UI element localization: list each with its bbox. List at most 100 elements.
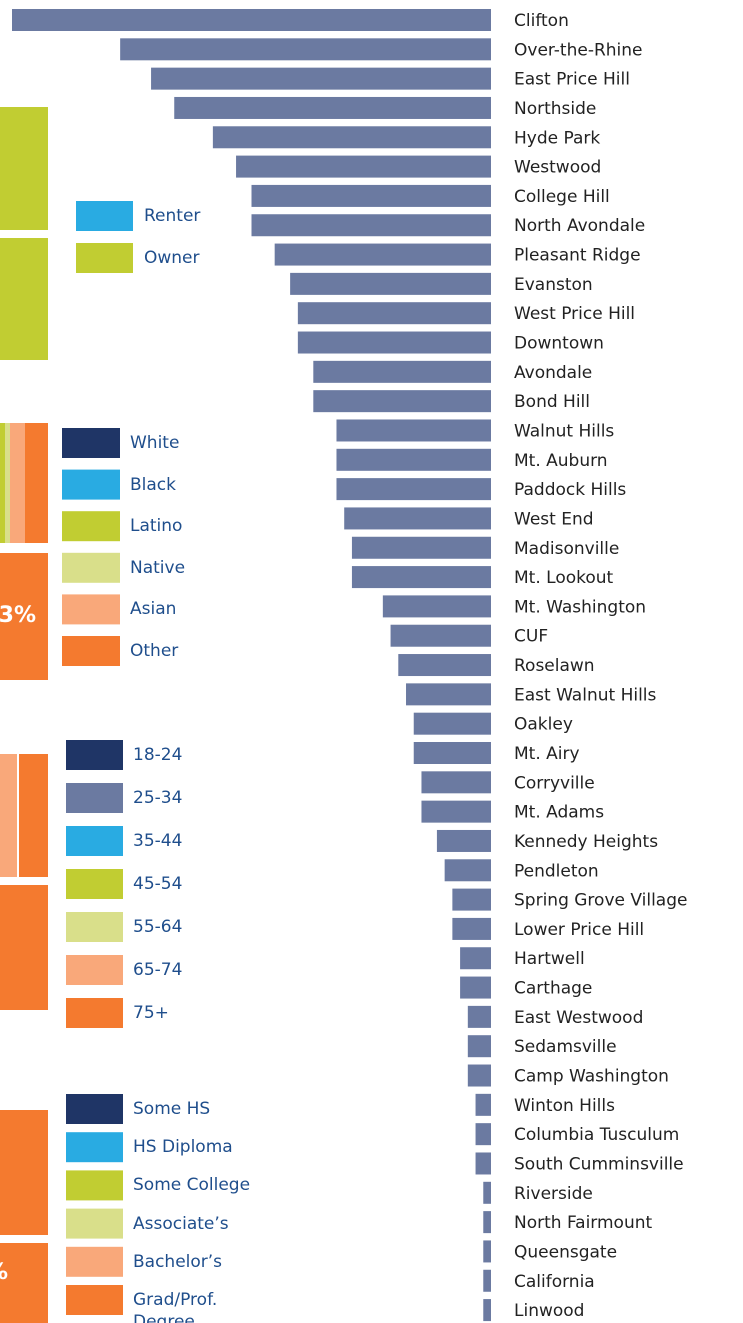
bar [212, 126, 491, 149]
category-label: Evanston [514, 275, 593, 295]
bar [483, 1181, 491, 1204]
category-label: Oakley [514, 715, 573, 735]
category-label: Carthage [514, 979, 592, 999]
bar [483, 1269, 491, 1292]
category-label: CUF [514, 627, 548, 647]
stack-fragment [0, 107, 48, 230]
category-label: Pendleton [514, 861, 599, 881]
bar [467, 1035, 491, 1058]
category-label: Kennedy Heights [514, 832, 658, 852]
category-label: Walnut Hills [514, 421, 614, 441]
bar [12, 9, 491, 31]
category-label: West End [514, 509, 594, 529]
category-label: Northside [514, 99, 596, 119]
bar [120, 38, 492, 61]
stack-fragment [0, 1110, 48, 1235]
category-label: East Price Hill [514, 70, 630, 90]
legend-swatch [66, 1208, 123, 1239]
bar [251, 214, 491, 237]
legend-label: 55-64 [133, 917, 183, 937]
stack-fragment [5, 423, 10, 543]
legend-label: Asian [130, 599, 177, 620]
legend-swatch [66, 1094, 123, 1124]
bar [483, 1299, 491, 1322]
category-label: Mt. Lookout [514, 568, 614, 588]
legend-label: 45-54 [133, 874, 183, 894]
legend-label: Some College [133, 1175, 251, 1196]
category-label: Hartwell [514, 949, 585, 969]
stack-fragment [10, 423, 25, 543]
bar [452, 888, 491, 911]
bar [398, 654, 491, 677]
bar [460, 947, 491, 970]
bar [475, 1152, 491, 1175]
annotation: 3% [0, 603, 36, 628]
category-label: Camp Washington [514, 1067, 669, 1087]
category-label: North Avondale [514, 216, 645, 236]
legend-swatch [66, 1132, 123, 1163]
category-label: College Hill [514, 187, 610, 207]
bar [336, 419, 491, 442]
annotation: % [0, 1260, 8, 1285]
bar [151, 67, 491, 90]
category-label: South Cumminsville [514, 1154, 684, 1174]
bar [382, 595, 491, 618]
bar [313, 390, 491, 413]
bar [236, 155, 491, 178]
category-label: Riverside [514, 1184, 593, 1204]
category-label: Paddock Hills [514, 480, 626, 500]
category-label: Madisonville [514, 539, 619, 559]
stack-fragment [0, 1243, 48, 1323]
bar [351, 536, 491, 559]
legend-swatch [62, 469, 120, 500]
legend-swatch [76, 201, 133, 231]
bar [475, 1123, 491, 1146]
legend-swatch [66, 912, 123, 942]
legend-label: Bachelor’s [133, 1251, 223, 1272]
legend-swatch [66, 869, 123, 899]
category-label: Sedamsville [514, 1037, 617, 1057]
legend-swatch [62, 636, 120, 666]
category-label: Pleasant Ridge [514, 246, 641, 266]
category-label: California [514, 1272, 595, 1292]
bar [336, 448, 491, 471]
legend-label: 35-44 [133, 831, 183, 851]
stack-fragment [0, 238, 48, 360]
legend-label: Latino [130, 516, 183, 537]
legend-label: Some HS [133, 1099, 211, 1119]
category-label: Over-the-Rhine [514, 40, 643, 60]
bar [467, 1064, 491, 1087]
bar [475, 1093, 491, 1116]
legend-label: Renter [144, 206, 201, 226]
legend-swatch [62, 594, 120, 625]
legend-swatch [62, 511, 120, 542]
category-label: Downtown [514, 334, 604, 354]
bar [421, 771, 491, 794]
category-label: Avondale [514, 363, 592, 383]
category-label: Winton Hills [514, 1096, 615, 1116]
category-label: Lower Price Hill [514, 920, 644, 940]
category-label: West Price Hill [514, 304, 635, 324]
category-label: East Walnut Hills [514, 685, 657, 705]
legend-swatch [66, 955, 123, 985]
bar [444, 859, 491, 882]
category-label: Mt. Auburn [514, 451, 608, 471]
legend-swatch [66, 998, 123, 1028]
category-label: Mt. Airy [514, 744, 580, 764]
bar [297, 302, 491, 325]
bar [336, 478, 491, 501]
category-label: Linwood [514, 1301, 584, 1321]
bar [297, 331, 491, 354]
stack-fragment [0, 754, 17, 877]
bar [251, 184, 491, 207]
bar [344, 507, 491, 530]
category-label: Hyde Park [514, 128, 600, 148]
category-label: East Westwood [514, 1008, 643, 1028]
legend-label: 65-74 [133, 960, 183, 980]
bar [460, 976, 491, 999]
legend-swatch [66, 1285, 123, 1315]
bar [452, 917, 491, 940]
legend-swatch [66, 826, 123, 856]
legend-label: Native [130, 557, 186, 578]
